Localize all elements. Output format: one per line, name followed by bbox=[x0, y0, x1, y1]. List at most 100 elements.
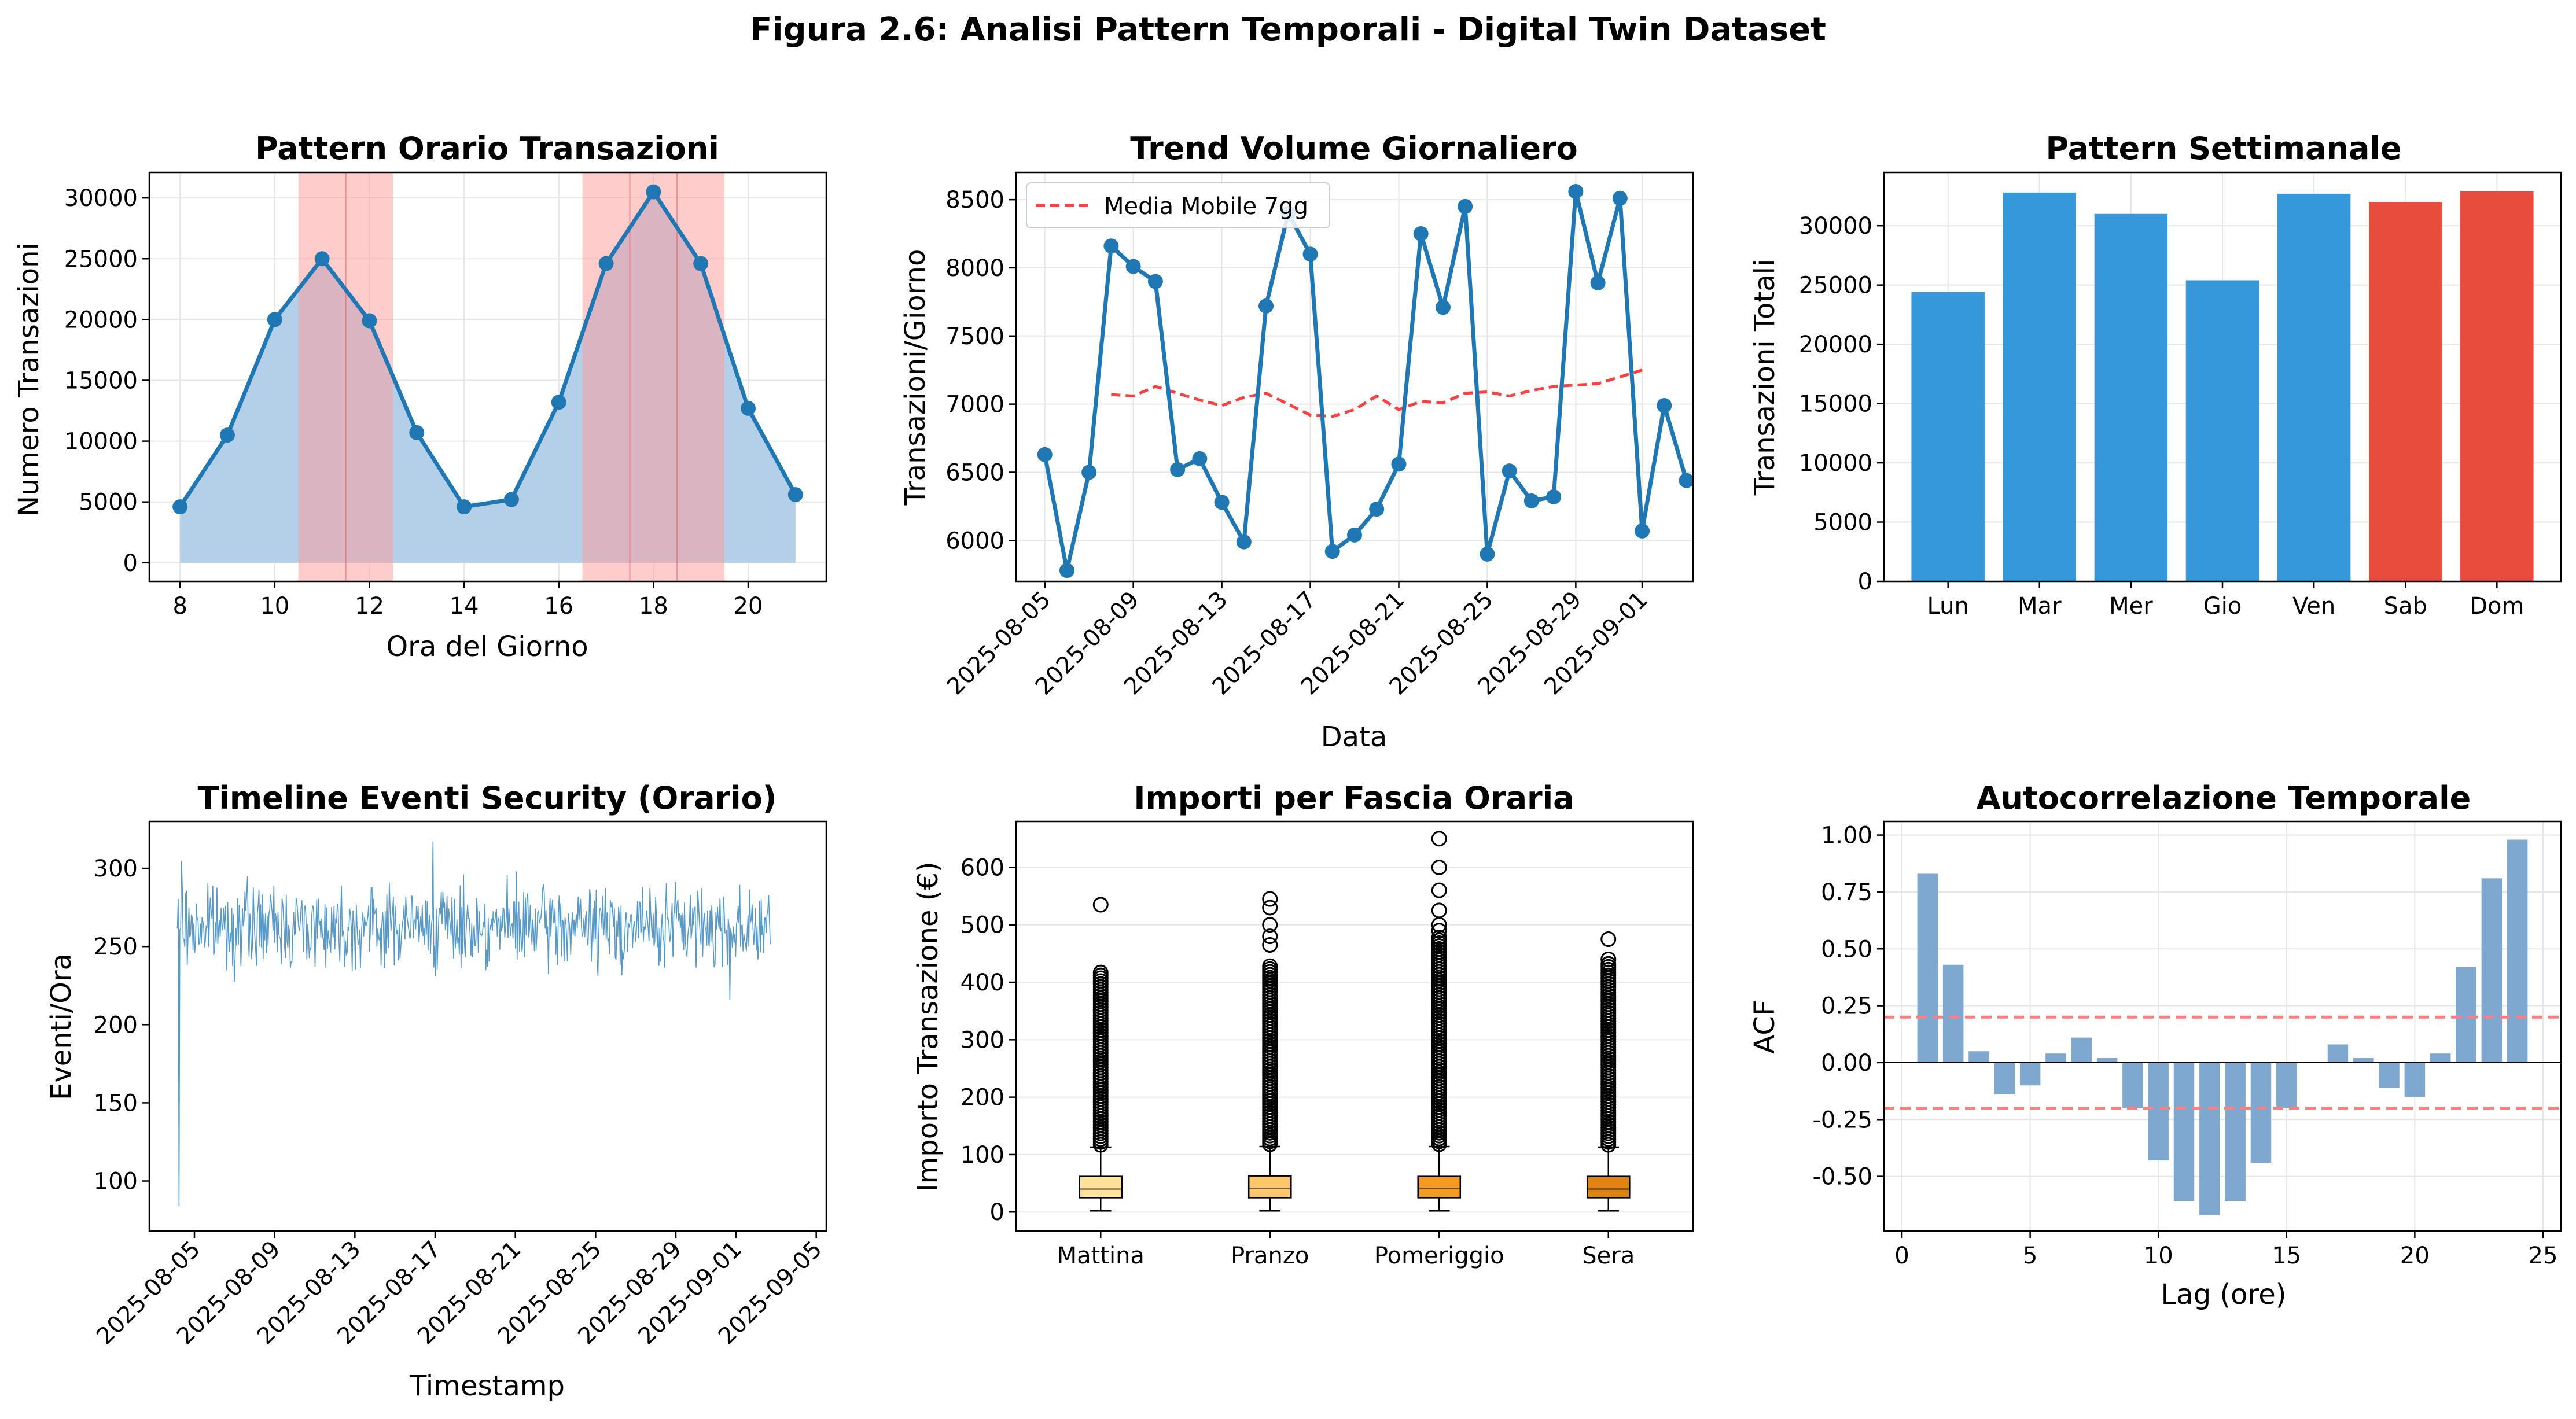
x-tick-label: 5 bbox=[2023, 1243, 2037, 1269]
y-tick-label: 20000 bbox=[64, 307, 138, 333]
y-tick-label: 5000 bbox=[79, 489, 138, 516]
plot-acf: -0.50 -0.25 0.00 0.25 0.50 0.75 1.00 0 5 10 15 20 25 bbox=[1813, 820, 2562, 1269]
acf-bar bbox=[1968, 1051, 1989, 1063]
data-point bbox=[1679, 473, 1694, 488]
data-point bbox=[646, 184, 661, 200]
data-point bbox=[220, 427, 235, 443]
data-point bbox=[787, 487, 803, 503]
data-point bbox=[314, 251, 330, 267]
data-point bbox=[693, 256, 709, 271]
y-tick-label: 15000 bbox=[1799, 391, 1872, 418]
acf-bar bbox=[2353, 1058, 2374, 1063]
data-point bbox=[1324, 544, 1340, 559]
plot-frame bbox=[1015, 820, 1694, 1232]
x-tick-label: Sera bbox=[1582, 1243, 1635, 1269]
data-point bbox=[1657, 397, 1672, 413]
plot-frame bbox=[148, 171, 827, 583]
y-tick-label: 6000 bbox=[945, 528, 1004, 554]
data-point bbox=[172, 499, 188, 515]
y-tick-label: 8500 bbox=[945, 187, 1004, 213]
y-tick-label: 8000 bbox=[945, 255, 1004, 282]
panel-autocorrelation: Autocorrelazione Temporale Lag (ore) ACF… bbox=[1749, 780, 2562, 1311]
acf-bar bbox=[2199, 1062, 2220, 1215]
y-tick-label: 25000 bbox=[64, 246, 138, 272]
x-tick-label: 20 bbox=[734, 593, 763, 620]
y-tick-label: 0.75 bbox=[1821, 879, 1872, 906]
y-tick-label: 0 bbox=[123, 550, 138, 577]
outlier bbox=[1262, 928, 1278, 945]
data-point bbox=[1502, 463, 1517, 479]
x-tick-label: 20 bbox=[2400, 1243, 2430, 1269]
data-point bbox=[1103, 238, 1119, 254]
outlier bbox=[1262, 937, 1278, 953]
acf-bar bbox=[2173, 1062, 2195, 1201]
panel-title-acf: Autocorrelazione Temporale bbox=[1977, 780, 2471, 816]
legend-moving-average-label: Media Mobile 7gg bbox=[1104, 193, 1308, 220]
data-point bbox=[362, 313, 377, 329]
x-tick-label: 16 bbox=[544, 593, 573, 620]
acf-bar bbox=[1942, 964, 1964, 1063]
plot-frame bbox=[148, 820, 827, 1232]
data-point bbox=[267, 312, 282, 327]
plot-daily: 6000650070007500800085002025-08-052025-0… bbox=[942, 171, 1694, 700]
plot-frame bbox=[1015, 171, 1694, 583]
y-tick-label: 0.00 bbox=[1821, 1050, 1872, 1077]
plot-hourly: 0 5000 10000 15000 20000 25000 30000 8 10 12 14 16 1… bbox=[64, 171, 827, 620]
y-tick-label: 6500 bbox=[945, 459, 1004, 486]
data-point bbox=[1236, 534, 1252, 550]
y-axis-label-daily: Transazioni/Giorno bbox=[899, 249, 932, 506]
data-point bbox=[1480, 546, 1495, 562]
x-tick-label: Lun bbox=[1927, 593, 1969, 620]
y-tick-label: 5000 bbox=[1813, 510, 1872, 536]
y-tick-label: 7000 bbox=[945, 392, 1004, 418]
legend-box bbox=[1026, 182, 1330, 228]
y-tick-label: 0.25 bbox=[1821, 993, 1872, 1020]
x-tick-label: Pomeriggio bbox=[1374, 1243, 1504, 1269]
acf-bar bbox=[2019, 1062, 2041, 1086]
x-tick-label: Sab bbox=[2384, 593, 2427, 620]
data-point bbox=[1391, 456, 1407, 472]
y-tick-label: 500 bbox=[961, 912, 1004, 939]
x-axis-label-hourly: Ora del Giorno bbox=[386, 631, 588, 663]
data-point bbox=[1369, 502, 1385, 517]
data-point bbox=[1147, 274, 1163, 289]
y-tick-label: 150 bbox=[94, 1090, 138, 1116]
acf-bar bbox=[1994, 1062, 2015, 1094]
data-point bbox=[1458, 198, 1473, 214]
outlier bbox=[1431, 902, 1447, 919]
weekend-bar bbox=[2368, 202, 2442, 581]
y-tick-label: 100 bbox=[94, 1169, 138, 1195]
outlier bbox=[1600, 956, 1617, 972]
data-point bbox=[598, 256, 614, 271]
y-tick-label: 250 bbox=[94, 934, 138, 960]
x-tick-label: 25 bbox=[2529, 1243, 2558, 1269]
y-tick-label: 7500 bbox=[945, 323, 1004, 350]
x-tick-label: 10 bbox=[2144, 1243, 2173, 1269]
panel-hourly-pattern: Pattern Orario Transazioni Ora del Giorn… bbox=[13, 130, 827, 663]
y-tick-label: 200 bbox=[94, 1012, 138, 1038]
x-tick-label: 14 bbox=[450, 593, 479, 620]
y-tick-label: 0 bbox=[1858, 569, 1872, 595]
acf-bar bbox=[2379, 1062, 2400, 1088]
data-point bbox=[1258, 298, 1274, 314]
data-point bbox=[1590, 275, 1606, 290]
outlier bbox=[1092, 897, 1109, 913]
x-tick-label: 0 bbox=[1894, 1243, 1909, 1269]
data-point bbox=[1170, 462, 1186, 477]
outlier bbox=[1431, 930, 1447, 946]
acf-bar bbox=[2045, 1053, 2066, 1063]
y-axis-label-amounts: Importo Transazione (€) bbox=[912, 861, 944, 1192]
data-point bbox=[1546, 489, 1562, 504]
panel-amounts-boxplot: Importi per Fascia Oraria Importo Transa… bbox=[912, 780, 1694, 1269]
y-tick-label: 10000 bbox=[64, 429, 138, 455]
acf-bar bbox=[2404, 1062, 2426, 1097]
panel-title-amounts: Importi per Fascia Oraria bbox=[1134, 780, 1574, 816]
y-tick-label: 15000 bbox=[64, 367, 138, 394]
acf-bar bbox=[2481, 878, 2503, 1063]
outlier bbox=[1262, 917, 1278, 933]
acf-bar bbox=[1917, 873, 1938, 1063]
outlier bbox=[1431, 882, 1447, 898]
weekend-bar bbox=[2460, 191, 2534, 581]
data-point bbox=[1192, 451, 1208, 466]
